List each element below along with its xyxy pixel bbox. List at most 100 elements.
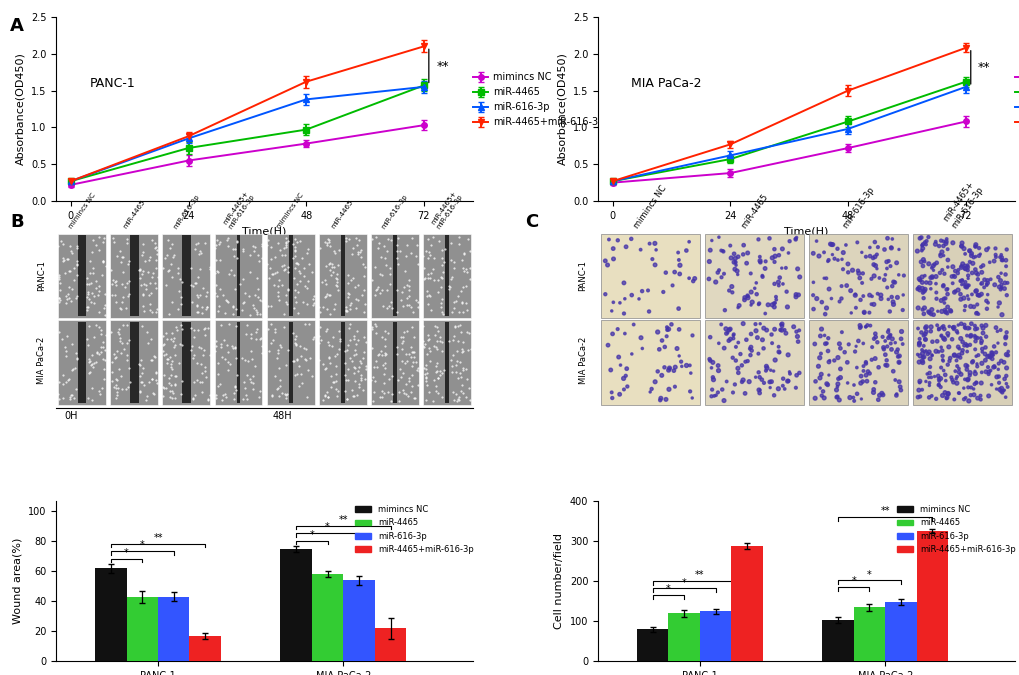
Point [910,356,926,367]
Point [434,336,450,347]
Point [107,393,123,404]
Point [780,350,796,360]
Point [944,278,960,289]
Point [915,308,931,319]
Point [451,357,468,368]
Point [212,320,228,331]
Point [910,338,926,349]
Point [967,377,983,388]
Point [825,253,842,264]
Point [889,351,905,362]
Point [926,236,943,247]
Point [781,236,797,246]
Bar [129,322,139,403]
Point [219,346,235,357]
Bar [214,320,262,405]
Point [65,275,82,286]
Point [733,360,749,371]
Point [682,368,698,379]
Point [395,281,412,292]
Point [168,325,184,335]
Point [278,388,294,399]
Point [767,294,784,305]
Point [141,377,157,388]
Point [933,350,950,361]
Point [929,346,946,357]
Point [199,302,215,313]
Point [975,274,991,285]
Point [998,349,1014,360]
Point [917,321,933,332]
Point [961,245,977,256]
Point [299,248,315,259]
Point [618,363,634,374]
Point [760,233,776,244]
Point [945,270,961,281]
Point [811,331,827,342]
Point [376,377,392,388]
Point [764,366,781,377]
Point [270,391,286,402]
Point [989,364,1006,375]
Point [286,234,303,244]
Point [700,256,716,267]
Point [420,233,436,244]
Point [946,350,962,360]
Point [436,243,452,254]
Point [968,333,984,344]
Point [727,257,743,268]
Point [106,381,122,392]
Point [222,265,238,276]
Point [226,284,243,294]
Point [428,341,444,352]
Point [244,377,260,388]
Point [345,272,362,283]
Point [666,362,683,373]
Point [395,387,412,398]
Point [958,281,974,292]
Point [51,270,67,281]
Point [326,351,342,362]
Point [957,338,973,349]
Text: miR-4465+
miR-616-3p: miR-4465+ miR-616-3p [430,189,464,230]
Point [161,308,177,319]
Point [337,385,354,396]
Point [423,268,439,279]
Text: mimincs NC: mimincs NC [632,184,667,230]
Point [79,304,96,315]
Point [119,338,136,348]
Point [121,362,138,373]
Point [305,294,321,305]
Point [865,259,881,270]
Point [277,242,293,252]
Point [245,383,261,394]
Point [770,272,787,283]
Point [337,357,354,368]
Point [91,232,107,243]
Point [63,246,79,256]
Point [883,281,900,292]
Point [408,294,424,305]
Point [279,236,296,246]
Point [225,250,242,261]
Point [977,296,994,306]
Point [373,345,389,356]
Point [888,257,904,268]
Point [65,363,82,374]
Point [710,265,727,275]
Point [728,260,744,271]
Point [878,341,895,352]
Point [347,233,364,244]
Point [210,369,226,379]
Point [596,289,612,300]
Point [977,244,994,255]
Point [269,267,285,277]
Point [917,277,933,288]
Point [671,269,687,279]
Point [935,334,952,345]
Point [891,357,907,368]
Bar [821,620,853,662]
Point [860,307,876,318]
Point [840,267,856,277]
Point [276,264,292,275]
